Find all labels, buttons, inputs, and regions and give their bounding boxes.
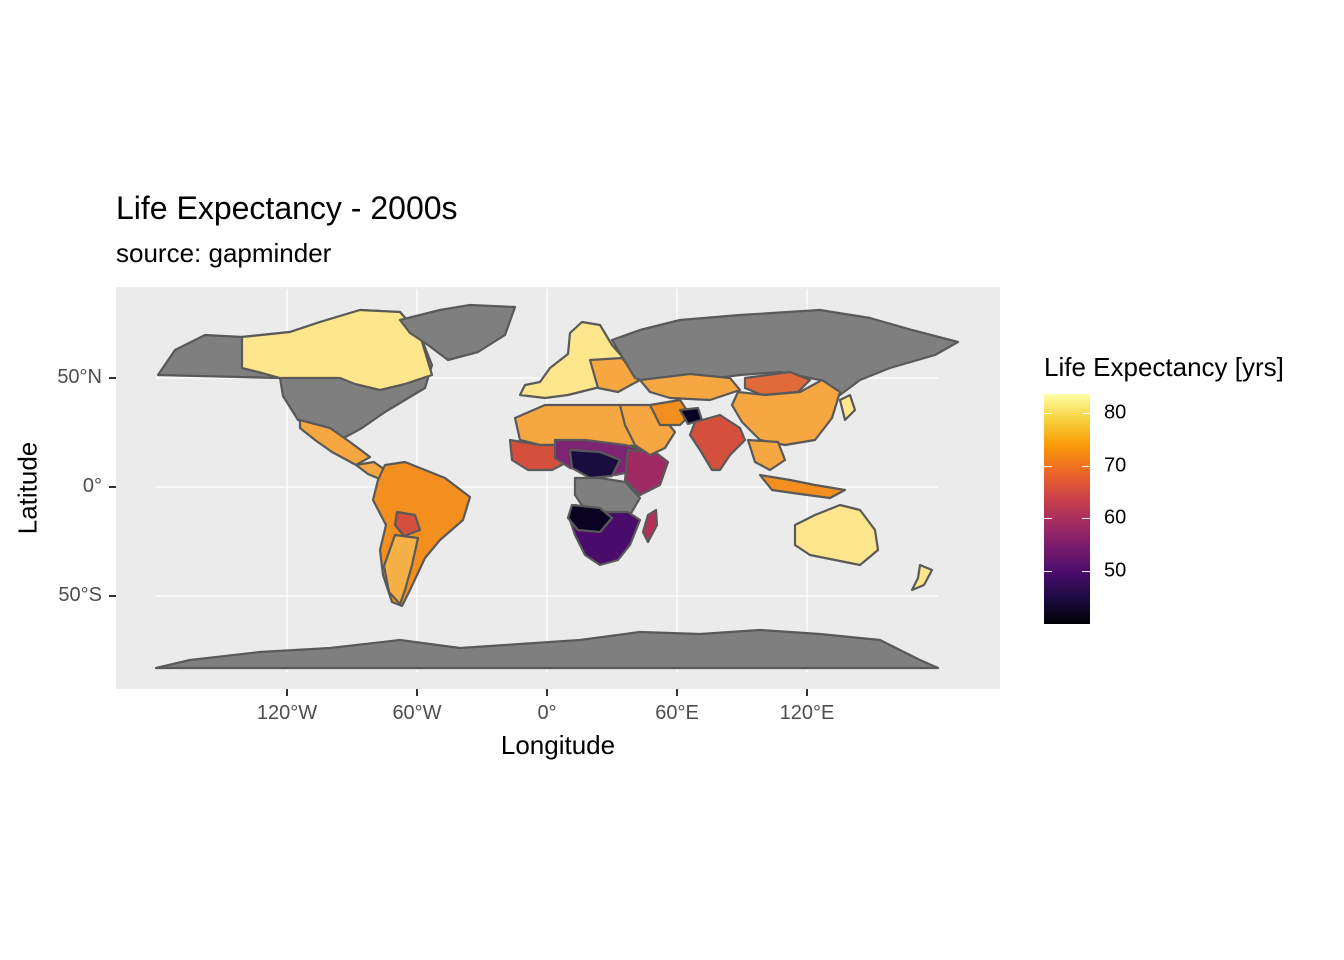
legend-label-60: 60 [1104, 506, 1127, 529]
axis-ticks [109, 377, 808, 696]
region-nigeria-chad [568, 448, 622, 480]
region-kazakhstan [638, 372, 742, 402]
x-tick-label-0: 0° [537, 702, 557, 724]
region-australia [793, 503, 880, 567]
legend-label-80: 80 [1104, 401, 1127, 424]
region-greenland [398, 303, 517, 362]
legend-label-70: 70 [1104, 454, 1127, 477]
region-madagascar [641, 508, 659, 544]
x-tick-label-120e: 120°E [779, 702, 835, 724]
region-bolivia [393, 510, 422, 538]
region-china [730, 378, 842, 447]
map-title: Life Expectancy - 2000s [116, 190, 458, 226]
region-canada [240, 308, 434, 392]
y-tick-label-50s: 50°S [58, 584, 102, 606]
legend-colorbar [1044, 394, 1090, 624]
x-tick-label-60w: 60°W [392, 702, 442, 724]
x-axis-title: Longitude [500, 730, 616, 760]
legend-label-50: 50 [1104, 559, 1127, 582]
y-axis-title: Latitude [12, 441, 43, 535]
region-japan [838, 393, 857, 422]
region-argentina [382, 533, 420, 606]
region-india [688, 413, 747, 472]
region-indonesia [758, 473, 847, 500]
map-regions [154, 303, 960, 670]
region-southeast-asia [746, 438, 787, 472]
y-tick-label-0: 0° [82, 475, 102, 497]
region-angola-zambia [566, 503, 614, 534]
region-antarctica [154, 628, 940, 670]
x-tick-label-60e: 60°E [655, 702, 699, 724]
y-tick-label-50n: 50°N [57, 366, 102, 388]
map-subtitle: source: gapminder [116, 238, 332, 268]
region-new-zealand [910, 563, 934, 592]
legend-title: Life Expectancy [yrs] [1044, 352, 1284, 382]
x-tick-label-120w: 120°W [256, 702, 318, 724]
